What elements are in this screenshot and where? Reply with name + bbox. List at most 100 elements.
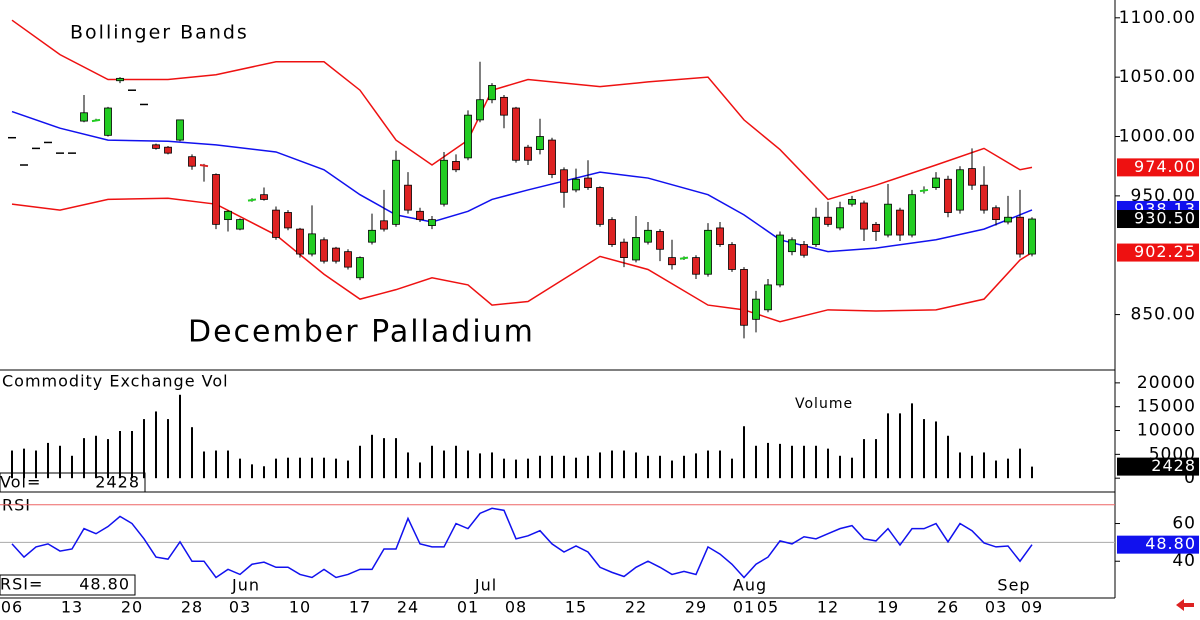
band-value-label: 974.00 bbox=[1134, 157, 1196, 176]
y-tick-label: 15000 bbox=[1137, 397, 1196, 417]
candle-body bbox=[91, 118, 101, 123]
candle-body bbox=[896, 209, 904, 236]
candle-body bbox=[608, 219, 616, 245]
y-tick-label: 1000.00 bbox=[1119, 127, 1196, 147]
candle-body bbox=[524, 146, 532, 161]
candle-body bbox=[164, 146, 172, 154]
candle-body bbox=[752, 298, 760, 320]
candle-body bbox=[860, 202, 868, 230]
candle-body bbox=[884, 203, 892, 236]
band-value-label: 902.25 bbox=[1134, 242, 1196, 261]
candle-body bbox=[824, 216, 832, 225]
y-tick-label: 20000 bbox=[1137, 373, 1196, 393]
panel-label: Volume bbox=[795, 396, 853, 412]
candle-body bbox=[212, 174, 220, 225]
candle-body bbox=[944, 178, 952, 213]
bollinger-band bbox=[11, 19, 1033, 201]
chart-subtitle: Bollinger Bands bbox=[70, 22, 249, 44]
candle-body bbox=[476, 99, 484, 121]
candle-body bbox=[1028, 218, 1036, 255]
candle-body bbox=[1016, 216, 1024, 255]
rsi-line bbox=[11, 507, 1033, 579]
value-box bbox=[0, 574, 136, 596]
y-tick-label: 60 bbox=[1172, 514, 1196, 534]
x-tick-label: 09 bbox=[1021, 598, 1043, 617]
candle-body bbox=[992, 207, 1000, 221]
candle-body bbox=[104, 107, 112, 136]
bollinger-band bbox=[11, 110, 1033, 253]
candle-body bbox=[872, 223, 880, 232]
panel-title: Commodity Exchange Vol bbox=[2, 372, 229, 391]
candle-body bbox=[764, 284, 772, 311]
x-tick-label: 08 bbox=[505, 598, 527, 617]
candle-body bbox=[620, 241, 628, 258]
rsi-value: 48.80 bbox=[79, 575, 130, 594]
candle-body bbox=[512, 107, 520, 161]
candle-body bbox=[320, 239, 328, 262]
x-tick-label: 13 bbox=[61, 598, 83, 617]
candle-body bbox=[572, 178, 580, 191]
month-label: Aug bbox=[733, 576, 767, 595]
candle-body bbox=[656, 231, 664, 250]
candle-body bbox=[908, 194, 916, 236]
candle-body bbox=[560, 169, 568, 193]
candle-body bbox=[416, 210, 424, 221]
rsi-value-label-box bbox=[1117, 535, 1199, 554]
month-label: Jul bbox=[474, 576, 497, 595]
candle-body bbox=[632, 237, 640, 261]
x-tick-label: 17 bbox=[349, 598, 371, 617]
candle-body bbox=[488, 85, 496, 101]
candle-body bbox=[344, 251, 352, 268]
month-label: Sep bbox=[997, 576, 1030, 595]
band-value-label-box bbox=[1117, 158, 1199, 177]
candle-body bbox=[836, 207, 844, 229]
y-tick-label: 1050.00 bbox=[1119, 67, 1196, 87]
candle-body bbox=[440, 159, 448, 205]
candle-body bbox=[452, 161, 460, 171]
y-tick-label: 950.00 bbox=[1131, 186, 1196, 206]
candle-body bbox=[848, 199, 856, 205]
value-prefix: Vol= bbox=[0, 473, 41, 492]
x-tick-label: 03 bbox=[229, 598, 251, 617]
candle-body bbox=[260, 194, 268, 200]
candle-body bbox=[584, 177, 592, 188]
candle-body bbox=[980, 184, 988, 211]
candle-body bbox=[932, 177, 940, 188]
candle-body bbox=[788, 239, 796, 253]
x-tick-label: 06 bbox=[1, 598, 23, 617]
candle-body bbox=[536, 136, 544, 150]
candle-body bbox=[80, 112, 88, 122]
candle-body bbox=[500, 96, 508, 116]
candle-body bbox=[308, 233, 316, 255]
x-tick-label: 19 bbox=[877, 598, 899, 617]
scroll-arrow[interactable] bbox=[1176, 599, 1194, 611]
candle-body bbox=[776, 234, 784, 286]
x-tick-label: 20 bbox=[121, 598, 143, 617]
x-tick-label: 05 bbox=[757, 598, 779, 617]
bollinger-band bbox=[11, 197, 1033, 323]
x-tick-label: 26 bbox=[937, 598, 959, 617]
last-volume-label: 2428 bbox=[1151, 456, 1196, 475]
candle-body bbox=[919, 188, 929, 193]
candle-body bbox=[812, 216, 820, 245]
chart-title: December Palladium bbox=[188, 315, 535, 350]
candle-body bbox=[596, 187, 604, 225]
candle-body bbox=[392, 159, 400, 225]
candle-body bbox=[679, 256, 689, 260]
candle-body bbox=[332, 247, 340, 262]
candle-body bbox=[247, 198, 257, 202]
rsi-value-label: 48.80 bbox=[1145, 534, 1196, 553]
candle-body bbox=[692, 257, 700, 275]
candle-body bbox=[236, 219, 244, 230]
y-tick-label: 850.00 bbox=[1131, 305, 1196, 325]
y-tick-label: 0 bbox=[1184, 468, 1196, 488]
candle-body bbox=[704, 229, 712, 275]
candle-body bbox=[404, 184, 412, 211]
y-tick-label: 40 bbox=[1172, 551, 1196, 571]
candle-body bbox=[380, 220, 388, 230]
candle-body bbox=[224, 210, 232, 221]
band-value-label-box bbox=[1117, 243, 1199, 262]
candle-body bbox=[668, 257, 676, 266]
candle-body bbox=[1004, 216, 1012, 223]
